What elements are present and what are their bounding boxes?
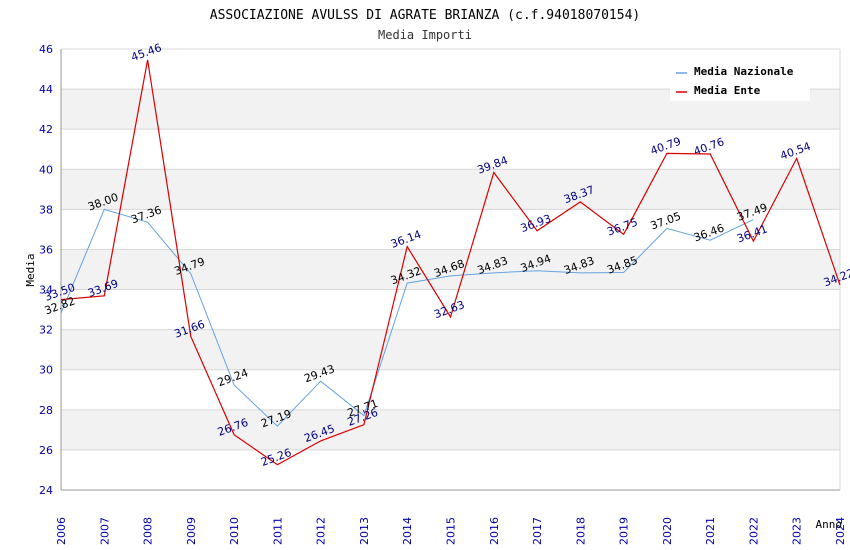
grid-band: [61, 249, 840, 290]
axes: [60, 49, 841, 491]
y-tick-label: 36: [39, 243, 53, 256]
grid-band: [61, 169, 840, 210]
x-tick-label: 2024: [834, 517, 847, 545]
x-tick-label: 2011: [271, 517, 284, 545]
x-axis-ticks: 2006 2007 2008 2009 2010 2011 2012 2013 2014 2015…: [55, 517, 847, 545]
series-line-ente: [60, 59, 841, 466]
x-tick-label: 2013: [358, 517, 371, 545]
data-label-ente: 36.93: [519, 212, 553, 235]
grid-band: [61, 409, 840, 450]
y-tick-label: 26: [39, 444, 53, 457]
y-tick-label: 28: [39, 404, 53, 417]
grid-lines: [61, 48, 840, 491]
x-tick-label: 2019: [618, 517, 631, 545]
y-tick-label: 46: [39, 43, 53, 56]
x-tick-label: 2020: [661, 517, 674, 545]
y-tick-label: 32: [39, 324, 53, 337]
y-tick-label: 24: [39, 484, 53, 497]
chart-subtitle: Media Importi: [378, 28, 472, 42]
x-axis-title: Anno: [816, 518, 843, 531]
y-tick-label: 40: [39, 163, 53, 176]
series-lines: [60, 59, 841, 466]
x-tick-label: 2006: [55, 517, 68, 545]
y-tick-label: 38: [39, 203, 53, 216]
chart-title: ASSOCIAZIONE AVULSS DI AGRATE BRIANZA (c…: [210, 8, 640, 23]
data-label-ente: 45.46: [129, 41, 163, 64]
data-label-ente: 36.14: [389, 228, 423, 251]
data-label-ente: 36.75: [605, 216, 639, 239]
legend-label-nazionale: Media Nazionale: [694, 65, 794, 78]
y-tick-label: 44: [39, 83, 53, 96]
x-tick-label: 2015: [445, 517, 458, 545]
x-tick-label: 2022: [747, 517, 760, 545]
y-tick-label: 34: [39, 284, 53, 297]
x-tick-label: 2023: [791, 517, 804, 545]
x-tick-label: 2008: [142, 517, 155, 545]
x-tick-label: 2018: [574, 517, 587, 545]
x-tick-label: 2007: [98, 517, 111, 545]
x-tick-label: 2016: [488, 517, 501, 545]
data-label-ente: 40.76: [692, 135, 726, 158]
x-tick-label: 2014: [401, 517, 414, 545]
data-label-ente: 40.54: [779, 140, 813, 163]
data-label-ente: 32.63: [432, 298, 466, 321]
legend: Media Nazionale Media Ente: [670, 61, 810, 101]
y-tick-label: 42: [39, 123, 53, 136]
x-tick-label: 2021: [704, 517, 717, 545]
y-axis-title: Media: [24, 253, 37, 286]
grid-bands: [61, 89, 840, 450]
x-tick-label: 2017: [531, 517, 544, 545]
x-tick-label: 2010: [228, 517, 241, 545]
series-line-nazionale: [60, 208, 754, 427]
legend-box: [670, 61, 810, 101]
y-axis-ticks: 24 26 28 30 32 34 36 38 40 42 44 46: [39, 43, 53, 497]
y-tick-label: 30: [39, 364, 53, 377]
x-tick-label: 2012: [315, 517, 328, 545]
legend-label-ente: Media Ente: [694, 84, 761, 97]
data-label-ente: 40.79: [649, 135, 683, 158]
data-label-nazionale: 36.46: [692, 221, 726, 244]
x-tick-label: 2009: [185, 517, 198, 545]
